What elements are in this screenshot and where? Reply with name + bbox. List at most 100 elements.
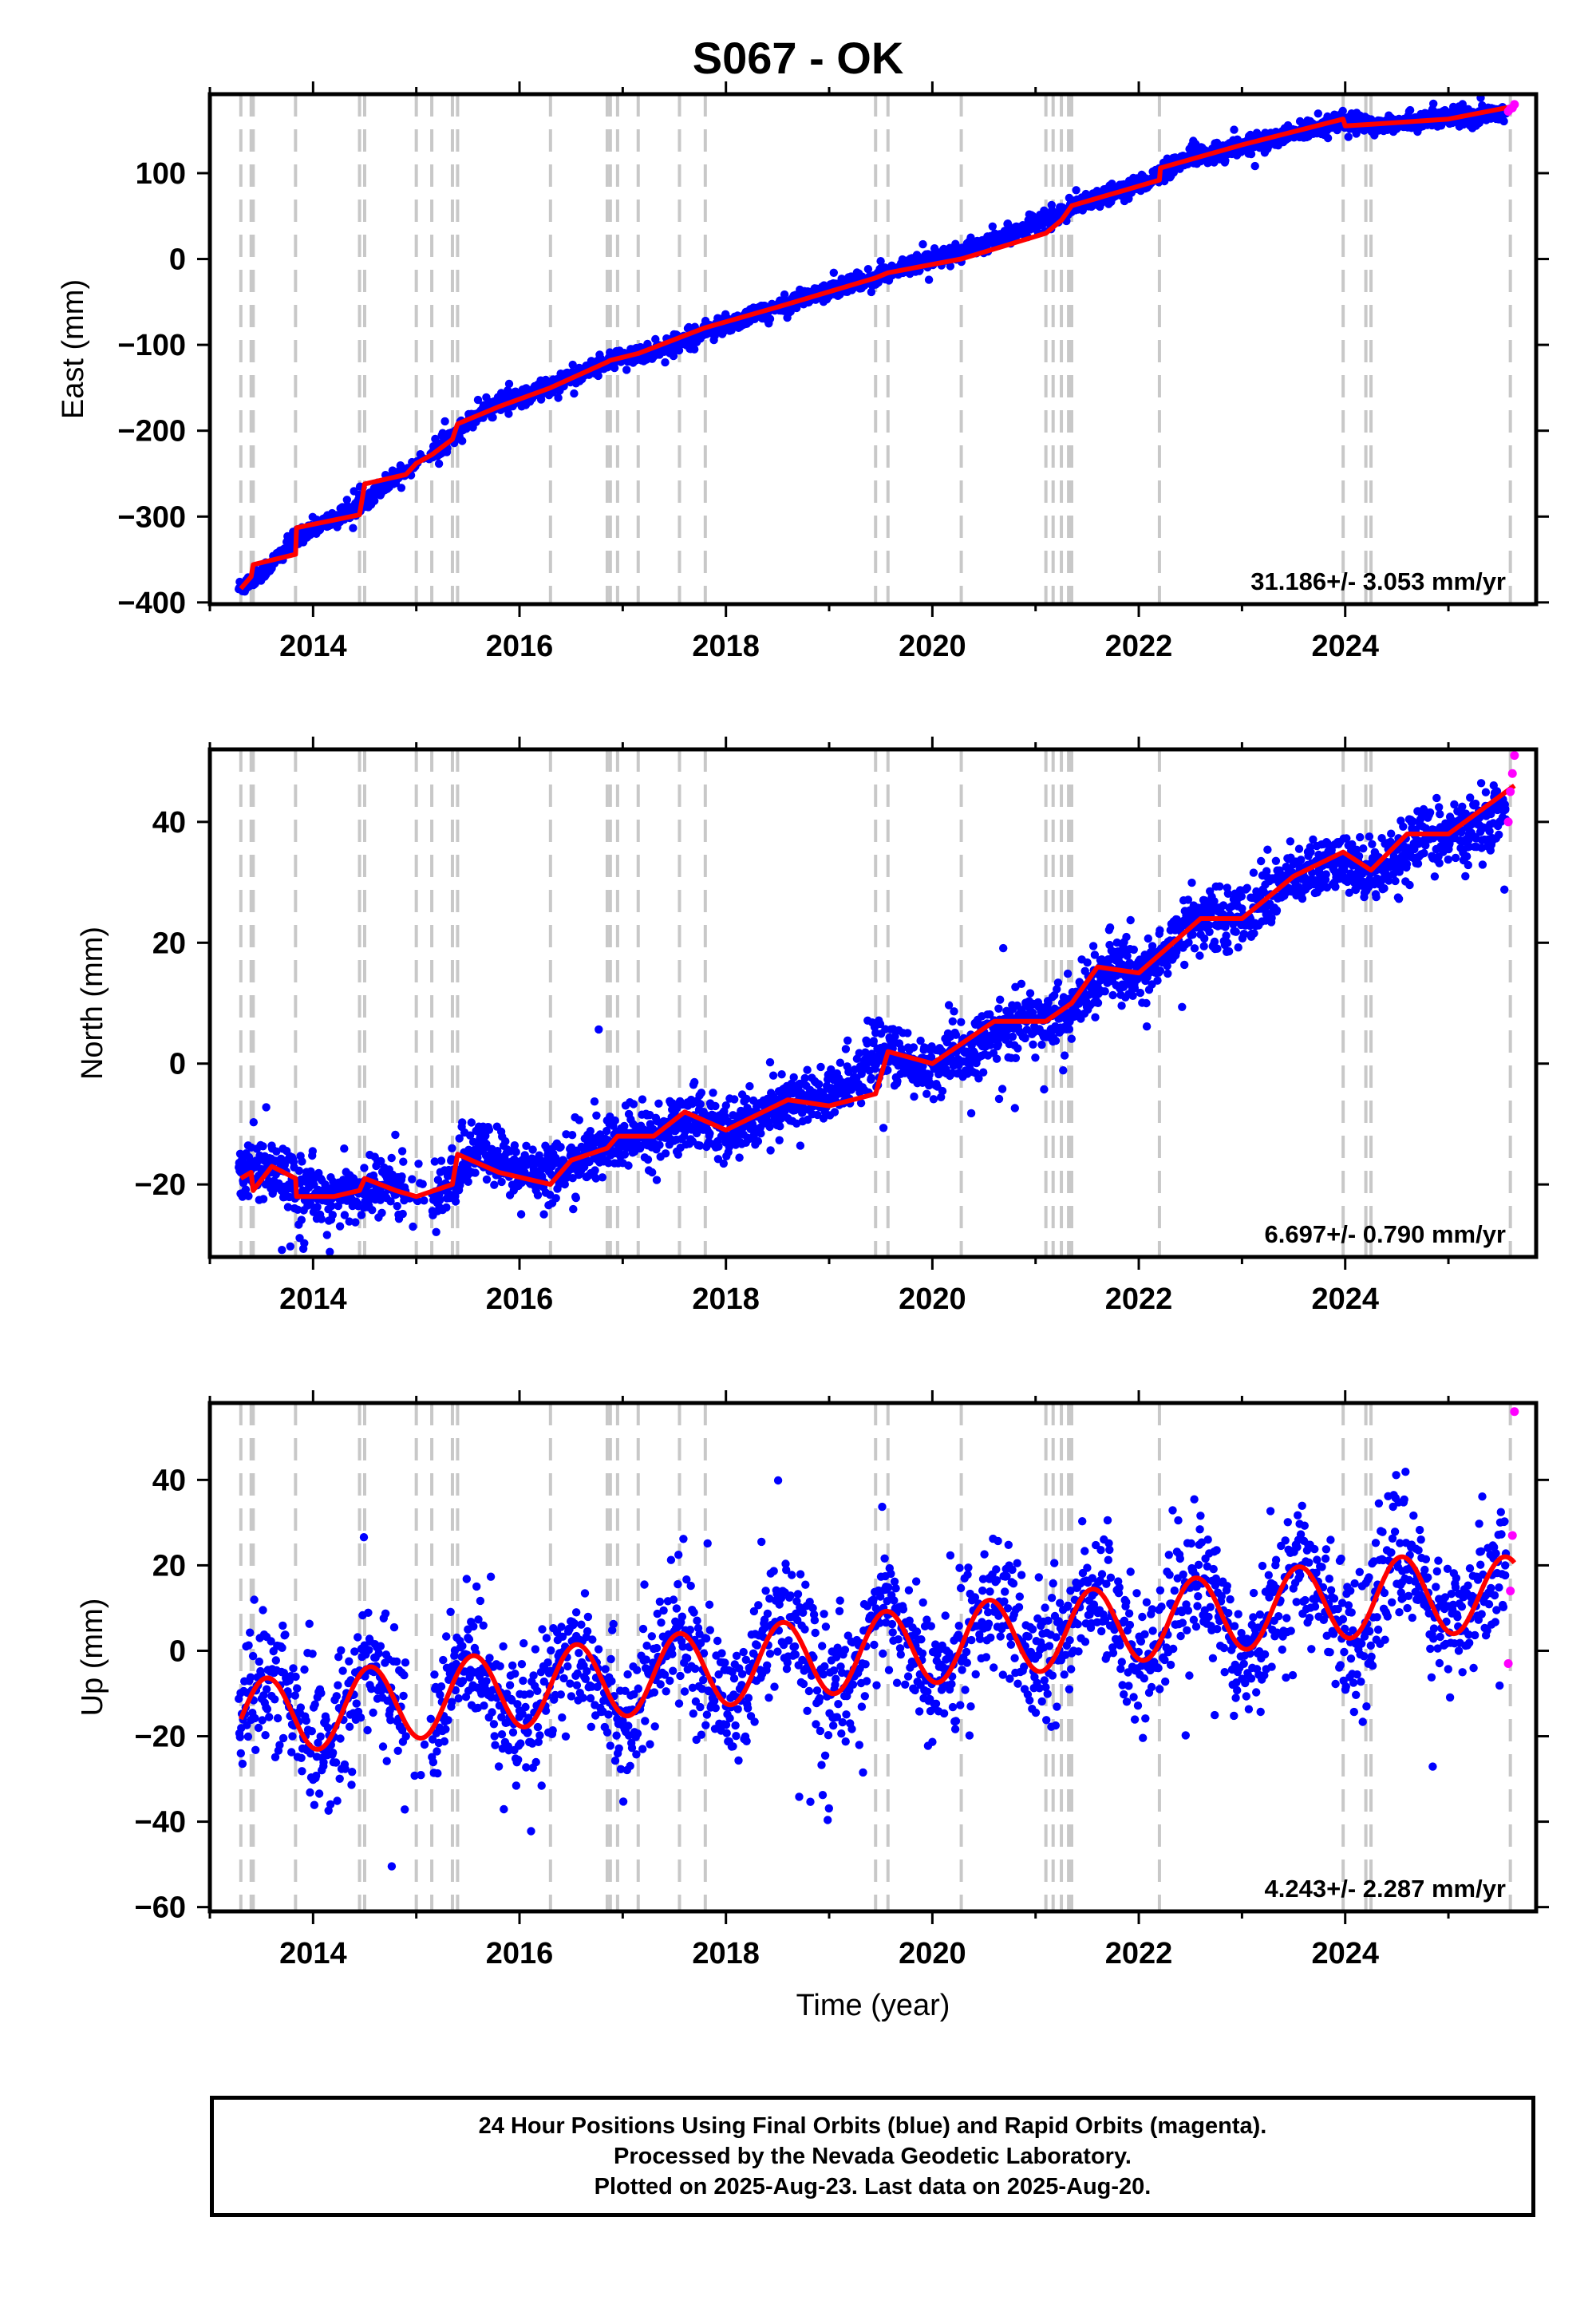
data-point [830,1108,839,1117]
data-point [1142,1022,1152,1031]
data-point [701,1111,710,1120]
series-rapid-orbits [1503,100,1519,117]
y-tick-label: −200 [117,415,186,449]
x-tick-label: 2014 [279,630,347,663]
data-point [1499,117,1508,126]
data-point [925,1070,934,1079]
data-point [909,1043,918,1052]
data-point [1059,1066,1068,1075]
data-point [510,1141,519,1150]
data-point [879,1124,888,1132]
data-point [800,1073,809,1083]
data-point [622,366,631,374]
data-point [856,1099,866,1108]
data-point [357,1211,366,1219]
data-point [690,1077,699,1087]
data-point [869,1037,879,1045]
data-point [432,1227,440,1237]
data-point [813,1110,822,1120]
data-point [1250,161,1259,171]
data-point [1222,931,1231,940]
data-point [397,1147,407,1156]
data-point [244,1192,253,1201]
data-point [467,1118,476,1127]
data-point [313,1203,322,1211]
data-point [1257,856,1266,866]
data-point [829,268,839,277]
data-point [409,1222,417,1231]
data-point [969,244,978,253]
data-point [437,1156,446,1165]
data-point [620,1121,629,1131]
data-point [297,1215,306,1224]
data-point [1210,897,1219,906]
model-line [239,104,1515,591]
data-point [841,1045,851,1053]
data-point [1144,934,1153,943]
data-point [938,1086,947,1096]
data-point [1153,976,1162,985]
data-point [1040,1085,1049,1094]
data-point [696,1141,705,1150]
data-point [876,257,885,266]
data-point [916,1036,925,1045]
data-point [697,1089,706,1097]
data-point [816,1062,825,1072]
data-point [1051,1036,1061,1045]
data-point [1205,927,1214,937]
data-point [512,1148,520,1156]
data-point [721,1101,730,1110]
data-point [827,1065,836,1074]
y-axis-label: East (mm) [57,279,90,419]
data-point [504,379,514,389]
data-point [259,1195,268,1203]
rapid-point [1510,100,1519,109]
data-point [340,1144,349,1153]
data-point [567,1131,577,1140]
x-tick-label: 2016 [486,630,554,663]
data-point [1223,889,1233,899]
x-tick-label: 2022 [1105,630,1173,663]
data-point [1112,938,1122,947]
data-point [575,1116,583,1124]
data-point [249,1118,258,1127]
data-point [397,484,406,492]
data-point [999,943,1008,953]
data-point [1013,1044,1022,1053]
data-point [571,1193,580,1203]
data-point [1123,951,1132,961]
data-point [386,1197,395,1206]
data-point [875,1019,885,1029]
data-point [1246,149,1256,159]
data-point [442,1203,451,1212]
data-point [591,1166,599,1175]
data-point [804,1115,812,1124]
data-point [661,1149,670,1158]
data-point [360,1164,369,1172]
data-point [986,1010,994,1019]
data-point [1083,958,1092,967]
data-point [948,1017,958,1026]
data-point [922,1089,931,1098]
data-point [300,1239,309,1248]
data-point [1072,186,1080,195]
data-point [893,1077,902,1085]
data-point [1065,1025,1074,1034]
data-point [1060,1051,1069,1060]
data-point [368,1206,377,1215]
data-point [598,1173,607,1182]
data-point [393,1202,401,1211]
data-point [1025,989,1035,998]
data-point [1010,227,1020,236]
panel-east: 2014 2016 2018 2020 2022 2024−400−300−200−100… [57,81,1549,663]
data-point [1130,983,1140,993]
data-point [1249,868,1258,877]
y-tick-label: −300 [117,500,186,534]
data-point [1199,942,1208,951]
data-point [1117,1002,1126,1010]
plot-area-north [235,749,1516,1257]
data-point [1234,943,1242,952]
data-point [1184,938,1193,947]
data-point [1221,923,1230,931]
data-point [377,1208,386,1218]
